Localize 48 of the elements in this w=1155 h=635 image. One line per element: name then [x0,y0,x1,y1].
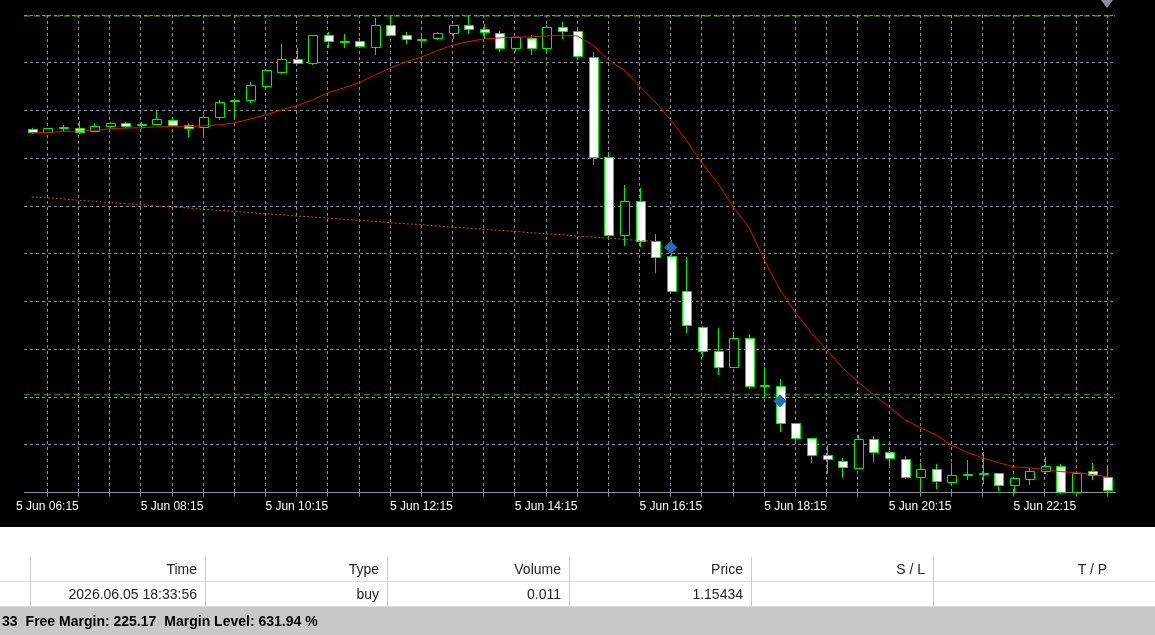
candlestick [371,17,381,56]
text: Free Margin: 225.17 [25,613,157,629]
x-tick-label: 5 Jun 14:15 [514,499,578,514]
text: S / L [751,557,933,581]
x-tick-label: 5 Jun 08:15 [140,499,204,514]
text: Margin Level: 631.94 % [164,613,318,629]
candlestick [807,437,817,464]
candlestick [230,98,240,119]
candlestick [714,327,724,376]
x-tick-label: 5 Jun 16:15 [639,499,703,514]
candlestick [760,366,770,398]
candlestick [651,233,661,274]
x-tick-label: 5 Jun 12:15 [390,499,454,514]
x-tick-label: 5 Jun 20:15 [888,499,952,514]
candlestick [979,451,989,485]
candlestick [246,81,256,104]
candlestick [215,99,225,121]
candlestick [199,114,209,138]
text: 0.011 [387,582,569,606]
candlestick [932,463,942,490]
x-tick-label: 5 Jun 10:15 [265,499,329,514]
candlestick [1103,467,1113,492]
candlestick [791,422,801,443]
candlestick [1072,470,1082,495]
candlestick [386,14,396,37]
text: 2026.06.05 18:33:56 [30,582,205,606]
text: 33 [2,613,18,629]
candlestick [838,457,848,479]
text: Price [569,557,751,581]
candlestick [916,462,926,491]
x-tick-label: 5 Jun 18:15 [764,499,828,514]
x-tick-label: 5 Jun 06:15 [16,499,80,514]
candlestick [277,43,287,75]
candlestick [963,459,973,481]
text: Volume [387,557,569,581]
text: Time [30,557,205,581]
candlestick [698,325,708,358]
candlestick [869,435,879,463]
text: Type [205,557,387,581]
x-tick-label: 5 Jun 22:15 [1013,499,1077,514]
candlestick [947,462,957,486]
candlestick [527,34,537,56]
text: 1.15434 [569,582,751,606]
text: buy [205,582,387,606]
candlestick [542,24,552,53]
candlestick [823,444,833,475]
candlestick [901,455,911,480]
text: T / P [933,557,1115,581]
